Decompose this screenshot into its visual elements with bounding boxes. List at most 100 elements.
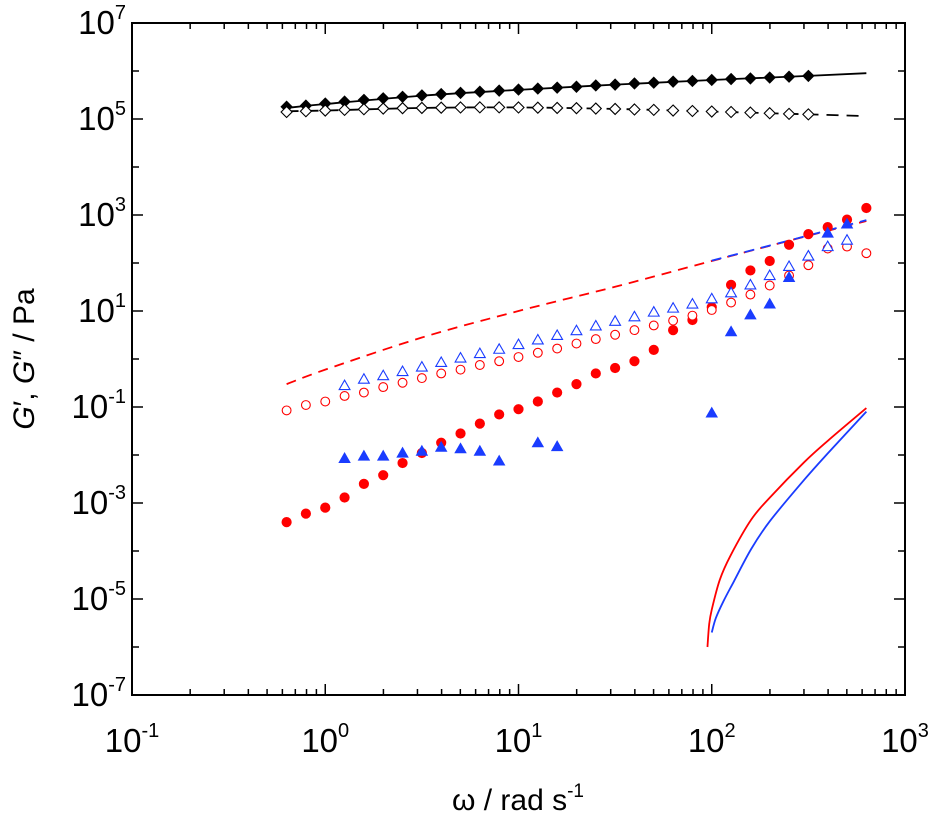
data-point-circle bbox=[397, 377, 408, 388]
data-point-triangle bbox=[492, 454, 506, 466]
data-point-diamond bbox=[434, 101, 448, 114]
data-point-triangle bbox=[376, 369, 390, 381]
data-markers bbox=[280, 69, 872, 528]
data-point-diamond bbox=[782, 107, 796, 121]
data-point-diamond bbox=[318, 104, 332, 117]
x-tick-labels: 10-1 100 101 102 103 bbox=[105, 720, 929, 759]
data-point-circle bbox=[803, 229, 814, 240]
data-point-diamond bbox=[628, 103, 641, 116]
x-tick-label: 103 bbox=[881, 720, 929, 759]
data-point-diamond bbox=[415, 101, 429, 115]
data-point-circle bbox=[706, 305, 717, 315]
data-point-circle bbox=[552, 343, 563, 354]
data-point-triangle bbox=[802, 249, 815, 261]
data-point-diamond bbox=[802, 69, 815, 83]
data-point-circle bbox=[300, 400, 311, 410]
data-point-circle bbox=[668, 315, 679, 326]
data-point-diamond bbox=[377, 92, 390, 105]
data-point-diamond bbox=[744, 106, 757, 119]
data-point-circle bbox=[436, 368, 447, 379]
data-point-diamond bbox=[492, 84, 506, 97]
y-tick-label: 10-5 bbox=[71, 578, 126, 617]
data-point-circle bbox=[552, 387, 563, 398]
data-point-diamond bbox=[396, 90, 409, 104]
data-point-diamond bbox=[531, 101, 545, 114]
fit-line bbox=[706, 407, 867, 648]
data-point-diamond bbox=[473, 85, 487, 98]
data-point-diamond bbox=[782, 70, 796, 83]
data-point-triangle bbox=[705, 406, 719, 418]
data-point-circle bbox=[687, 310, 698, 321]
data-point-diamond bbox=[280, 105, 293, 119]
data-point-circle bbox=[783, 239, 795, 250]
data-point-diamond bbox=[666, 75, 680, 88]
data-point-diamond bbox=[589, 102, 603, 115]
data-point-diamond bbox=[454, 86, 467, 100]
data-point-triangle bbox=[782, 259, 796, 271]
data-point-triangle bbox=[686, 297, 699, 309]
data-point-diamond bbox=[357, 102, 371, 116]
data-point-triangle bbox=[821, 240, 835, 252]
axis-ticks bbox=[131, 22, 906, 696]
data-point-diamond bbox=[647, 76, 660, 89]
data-point-circle bbox=[455, 364, 466, 375]
data-point-circle bbox=[300, 508, 311, 519]
data-point-diamond bbox=[608, 102, 622, 116]
data-point-diamond bbox=[550, 101, 564, 115]
data-point-triangle bbox=[454, 442, 467, 454]
data-point-triangle bbox=[550, 440, 564, 452]
data-point-circle bbox=[861, 202, 872, 214]
data-point-triangle bbox=[396, 364, 409, 377]
data-point-triangle bbox=[647, 305, 661, 317]
x-tick-label: 10-1 bbox=[105, 720, 160, 759]
data-point-triangle bbox=[531, 436, 545, 448]
data-point-diamond bbox=[686, 104, 699, 118]
data-point-circle bbox=[339, 492, 350, 503]
data-point-circle bbox=[610, 362, 621, 374]
data-point-circle bbox=[648, 344, 659, 355]
data-point-triangle bbox=[840, 233, 854, 245]
data-point-circle bbox=[532, 396, 543, 407]
data-point-circle bbox=[590, 368, 601, 379]
data-point-triangle bbox=[376, 449, 390, 461]
data-point-circle bbox=[358, 478, 370, 489]
data-point-diamond bbox=[473, 101, 487, 114]
data-point-diamond bbox=[705, 105, 719, 118]
data-point-diamond bbox=[647, 103, 661, 117]
data-point-circle bbox=[339, 390, 350, 401]
data-point-triangle bbox=[628, 310, 641, 322]
data-point-circle bbox=[629, 356, 640, 367]
data-point-circle bbox=[764, 280, 775, 291]
data-point-triangle bbox=[705, 292, 719, 304]
data-point-diamond bbox=[550, 81, 564, 94]
y-tick-label: 10-3 bbox=[71, 482, 126, 521]
data-point-triangle bbox=[531, 333, 545, 345]
data-point-circle bbox=[610, 329, 621, 340]
data-point-circle bbox=[571, 338, 582, 349]
data-point-circle bbox=[378, 382, 389, 393]
y-axis-title: G′, G″ / Pa bbox=[8, 288, 41, 430]
fit-line bbox=[286, 220, 867, 385]
data-point-diamond bbox=[512, 83, 525, 96]
data-point-circle bbox=[397, 457, 408, 469]
data-point-diamond bbox=[763, 71, 776, 84]
data-point-circle bbox=[320, 502, 331, 513]
data-point-triangle bbox=[608, 314, 622, 326]
y-tick-label: 101 bbox=[78, 290, 126, 329]
data-point-diamond bbox=[454, 101, 467, 114]
data-point-triangle bbox=[473, 347, 487, 359]
data-point-diamond bbox=[802, 108, 815, 121]
data-point-diamond bbox=[376, 102, 390, 115]
y-tick-label: 103 bbox=[78, 194, 126, 233]
data-point-triangle bbox=[512, 338, 525, 350]
data-point-circle bbox=[532, 347, 543, 358]
data-point-triangle bbox=[338, 379, 351, 391]
data-point-circle bbox=[474, 360, 485, 370]
data-point-circle bbox=[416, 373, 427, 384]
data-point-circle bbox=[281, 405, 292, 416]
data-point-triangle bbox=[821, 226, 834, 238]
data-point-circle bbox=[474, 418, 485, 429]
data-point-triangle bbox=[589, 319, 603, 331]
y-tick-label: 105 bbox=[78, 98, 126, 137]
